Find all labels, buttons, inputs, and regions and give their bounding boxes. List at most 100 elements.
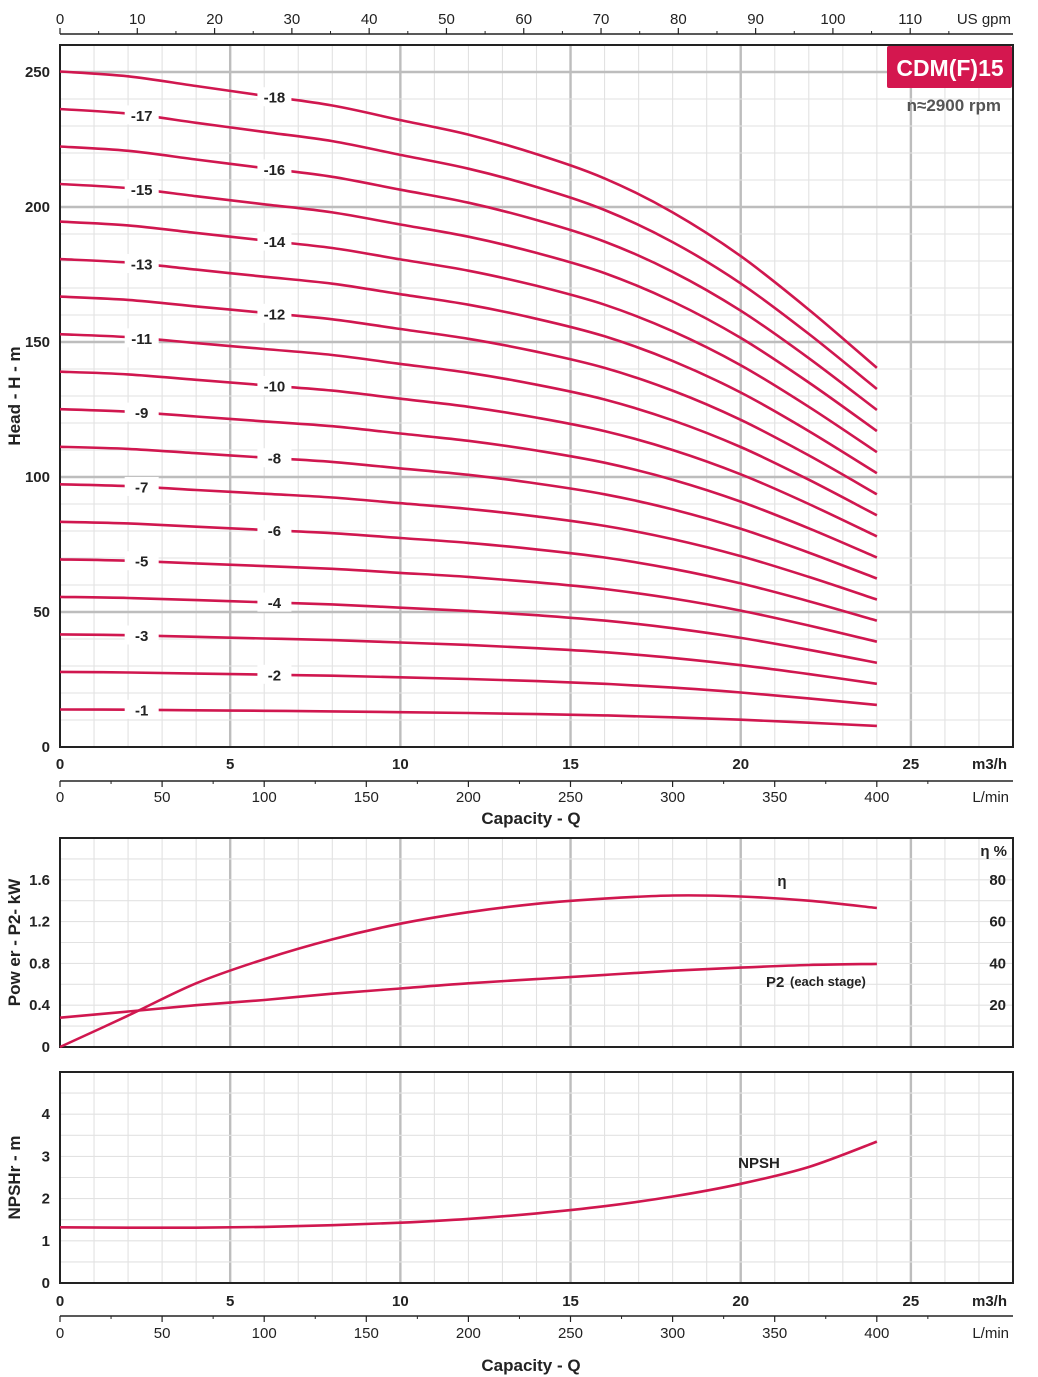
head-ytick-label: 200 xyxy=(25,199,50,216)
npsh-xtick-label: 15 xyxy=(562,1293,579,1310)
head-curve-label-bg xyxy=(257,664,292,684)
npsh-ytick-label: 3 xyxy=(42,1148,50,1165)
head-curve-9 xyxy=(59,407,878,559)
npsh-lmin-axis-tick-label: 50 xyxy=(154,1325,171,1342)
head-curve-label: -14 xyxy=(264,234,286,251)
top-axis-tick-label: 50 xyxy=(438,11,455,28)
npsh-x-unit: m3/h xyxy=(972,1293,1007,1310)
head-curve-label: -12 xyxy=(264,306,286,323)
power-curve-p2 xyxy=(59,962,877,1019)
head-lmin-axis-tick-label: 400 xyxy=(864,789,889,806)
top-axis-unit: US gpm xyxy=(957,11,1011,28)
power-ytick-label: 0.8 xyxy=(29,955,50,972)
model-badge: CDM(F)15 xyxy=(887,46,1012,88)
curve-layer xyxy=(59,70,878,1230)
head-xtick-label: 20 xyxy=(732,756,749,773)
head-xtick-label: 15 xyxy=(562,756,579,773)
head-curve-label: -11 xyxy=(131,331,152,348)
head-curve-14 xyxy=(59,220,878,454)
power-axis-title: Pow er - P2- kW xyxy=(5,878,24,1006)
head-curve-label: -13 xyxy=(131,257,153,274)
npsh-ytick-label: 2 xyxy=(42,1191,50,1208)
npsh-curve-label: NPSH xyxy=(738,1155,780,1172)
head-curve-label: -5 xyxy=(135,554,148,571)
top-axis-tick-label: 0 xyxy=(56,11,64,28)
head-curve-6 xyxy=(59,520,878,622)
power-panel-frame xyxy=(59,837,1014,1048)
head-curve-12 xyxy=(59,295,878,496)
head-curve-label: -2 xyxy=(268,667,281,684)
head-ytick-label: 0 xyxy=(42,739,50,756)
head-lmin-axis-tick-label: 200 xyxy=(456,789,481,806)
top-axis-tick-label: 60 xyxy=(515,11,532,28)
npsh-xtick-label: 20 xyxy=(732,1293,749,1310)
npsh-lmin-axis-tick-label: 150 xyxy=(354,1325,379,1342)
head-curve-label-bg xyxy=(257,87,292,107)
power-curve-eta xyxy=(59,894,878,1049)
head-xtick-label: 5 xyxy=(226,756,234,773)
head-xtick-label: 25 xyxy=(903,756,920,773)
power-ytick-label: 0 xyxy=(42,1039,50,1056)
head-ytick-label: 250 xyxy=(25,64,50,81)
head-curve-3 xyxy=(59,633,878,686)
head-curve-label: -16 xyxy=(264,162,286,179)
top-axis-tick-label: 70 xyxy=(593,11,610,28)
head-lmin-axis-tick-label: 150 xyxy=(354,789,379,806)
top-axis-tick-label: 90 xyxy=(747,11,764,28)
head-curve-17 xyxy=(59,107,878,391)
eff-axis-title: η % xyxy=(980,843,1007,860)
head-curve-label-bg xyxy=(124,105,159,125)
head-curve-label-bg xyxy=(257,159,292,179)
top-axis-tick-label: 10 xyxy=(129,11,146,28)
npsh-ytick-label: 4 xyxy=(42,1106,51,1123)
head-curve-11 xyxy=(59,332,878,517)
head-curve-18 xyxy=(59,70,878,369)
head-curve-13 xyxy=(59,257,878,475)
head-curve-4 xyxy=(59,595,878,665)
head-curve-16 xyxy=(59,145,878,412)
head-x-unit: m3/h xyxy=(972,756,1007,773)
head-curve-label-bg xyxy=(257,592,292,612)
head-curve-7 xyxy=(59,483,878,601)
head-xtick-label: 0 xyxy=(56,756,64,773)
npsh-lmin-axis-tick-label: 0 xyxy=(56,1325,64,1342)
head-curve-1 xyxy=(59,708,877,728)
head-curve-label: -4 xyxy=(268,595,282,612)
frame-layer xyxy=(59,28,1014,1322)
head-curve-5 xyxy=(59,558,878,643)
head-curve-label-bg xyxy=(124,328,159,348)
head-curve-label-bg xyxy=(124,476,159,496)
head-lmin-axis-tick-label: 100 xyxy=(252,789,277,806)
npsh-ytick-label: 0 xyxy=(42,1275,50,1292)
npsh-xtick-label: 5 xyxy=(226,1293,234,1310)
power-ytick-label: 1.2 xyxy=(29,914,50,931)
grid-layer xyxy=(60,45,1013,1283)
head-lmin-axis-tick-label: 300 xyxy=(660,789,685,806)
eff-ytick-label: 60 xyxy=(989,914,1006,931)
eff-ytick-label: 40 xyxy=(989,955,1006,972)
head-curve-label-bg xyxy=(124,402,159,422)
npsh-curve xyxy=(59,1140,878,1230)
head-curve-label: -9 xyxy=(135,405,148,422)
top-axis-tick-label: 30 xyxy=(284,11,301,28)
eta-curve-label: η xyxy=(777,873,786,890)
head-lmin-axis-tick-label: 350 xyxy=(762,789,787,806)
head-curve-label-bg xyxy=(257,376,292,396)
head-curve-10 xyxy=(59,370,878,538)
head-curve-2 xyxy=(59,670,878,707)
eff-ytick-label: 80 xyxy=(989,872,1006,889)
head-curve-label-bg xyxy=(124,551,159,571)
head-curve-label: -1 xyxy=(135,702,148,719)
top-axis-tick-label: 40 xyxy=(361,11,378,28)
npsh-xtick-label: 10 xyxy=(392,1293,409,1310)
npsh-lmin-axis-tick-label: 350 xyxy=(762,1325,787,1342)
head-curve-label: -3 xyxy=(135,628,148,645)
head-curve-label-bg xyxy=(257,448,292,468)
head-curve-label-bg xyxy=(257,520,292,540)
power-ytick-label: 1.6 xyxy=(29,872,50,889)
top-axis-tick-label: 20 xyxy=(206,11,223,28)
npsh-x-title: Capacity - Q xyxy=(481,1356,580,1375)
model-badge-text: CDM(F)15 xyxy=(896,55,1004,81)
head-ytick-label: 50 xyxy=(33,604,50,621)
